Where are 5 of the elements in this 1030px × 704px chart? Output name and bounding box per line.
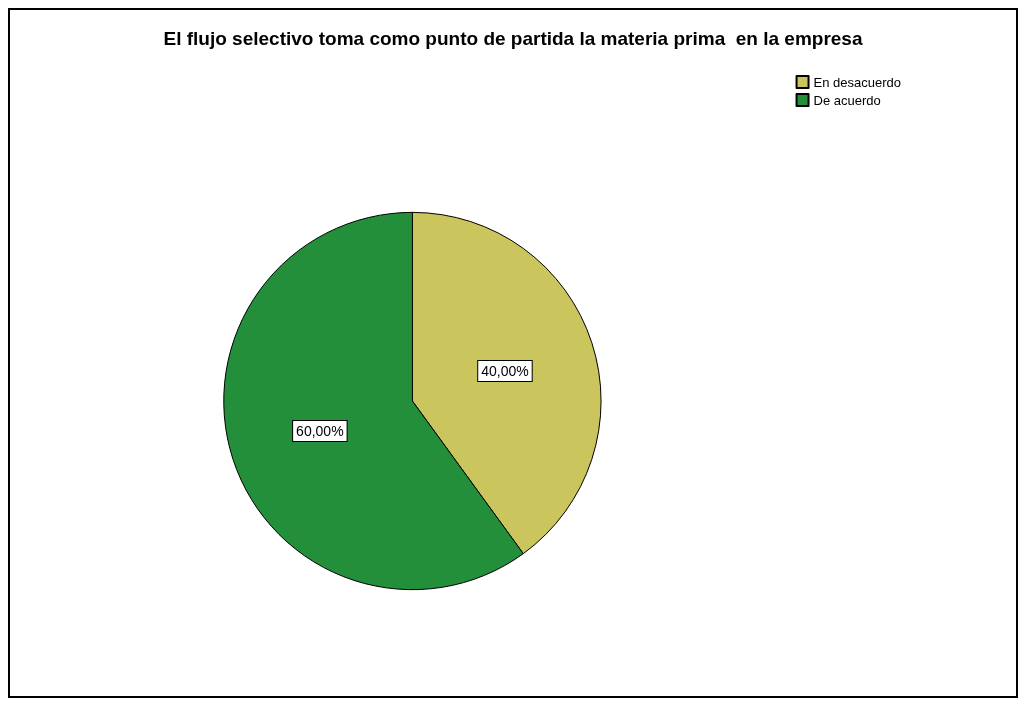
chart-title: El flujo selectivo toma como punto de partida la materia prima en la empresa bbox=[163, 28, 863, 49]
data-label: 60,00% bbox=[296, 423, 344, 440]
legend-label: De acuerdo bbox=[813, 92, 881, 108]
legend-label: En desacuerdo bbox=[813, 74, 901, 90]
data-label: 40,00% bbox=[481, 362, 529, 379]
